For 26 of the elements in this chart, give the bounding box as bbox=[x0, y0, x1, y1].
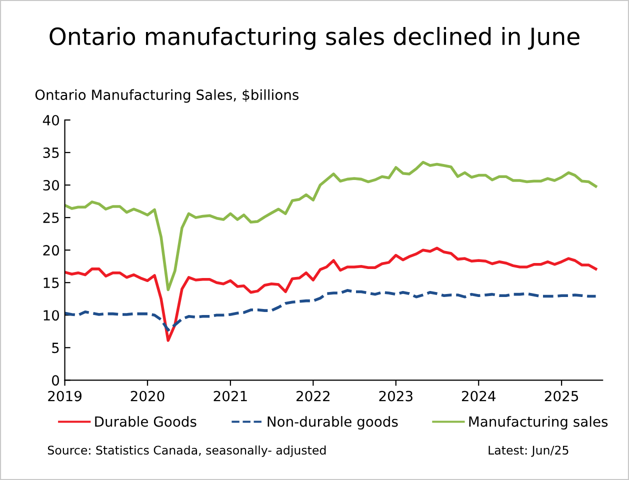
y-tick-label: 15 bbox=[44, 278, 59, 288]
y-tick-label: 10 bbox=[44, 310, 60, 321]
legend-label: Manufacturing sales bbox=[469, 416, 608, 430]
y-tick-label: 35 bbox=[43, 147, 59, 158]
y-tick-label: 20 bbox=[43, 245, 60, 256]
legend-label: Durable Goods bbox=[95, 416, 196, 427]
x-tick-label: 2020 bbox=[130, 390, 164, 402]
line-series bbox=[64, 246, 598, 342]
y-tick-label: 5 bbox=[52, 342, 59, 354]
x-tick-label: 2025 bbox=[544, 390, 578, 402]
x-tick-label: 2024 bbox=[462, 390, 496, 402]
source-note: Source: Statistics Canada, seasonally- adjusted bbox=[48, 445, 326, 457]
y-tick-label: 0 bbox=[52, 375, 60, 386]
chart-title: Ontario manufacturing sales declined in June bbox=[50, 26, 580, 50]
x-tick-label: 2021 bbox=[214, 390, 247, 402]
y-tick-label: 30 bbox=[43, 180, 60, 191]
line-series bbox=[64, 289, 598, 332]
text: Latest: Jun/25 bbox=[488, 446, 568, 457]
x-tick-label: 2023 bbox=[379, 390, 412, 402]
chart-subtitle: Ontario Manufacturing Sales, $billions bbox=[35, 89, 298, 103]
line-series bbox=[64, 160, 598, 292]
legend-label: Non-durable goods bbox=[268, 416, 398, 430]
y-tick-label: 40 bbox=[42, 114, 60, 126]
x-tick-label: 2022 bbox=[296, 390, 330, 402]
y-tick-label: 25 bbox=[43, 212, 59, 224]
x-tick-label: 2019 bbox=[48, 390, 82, 402]
